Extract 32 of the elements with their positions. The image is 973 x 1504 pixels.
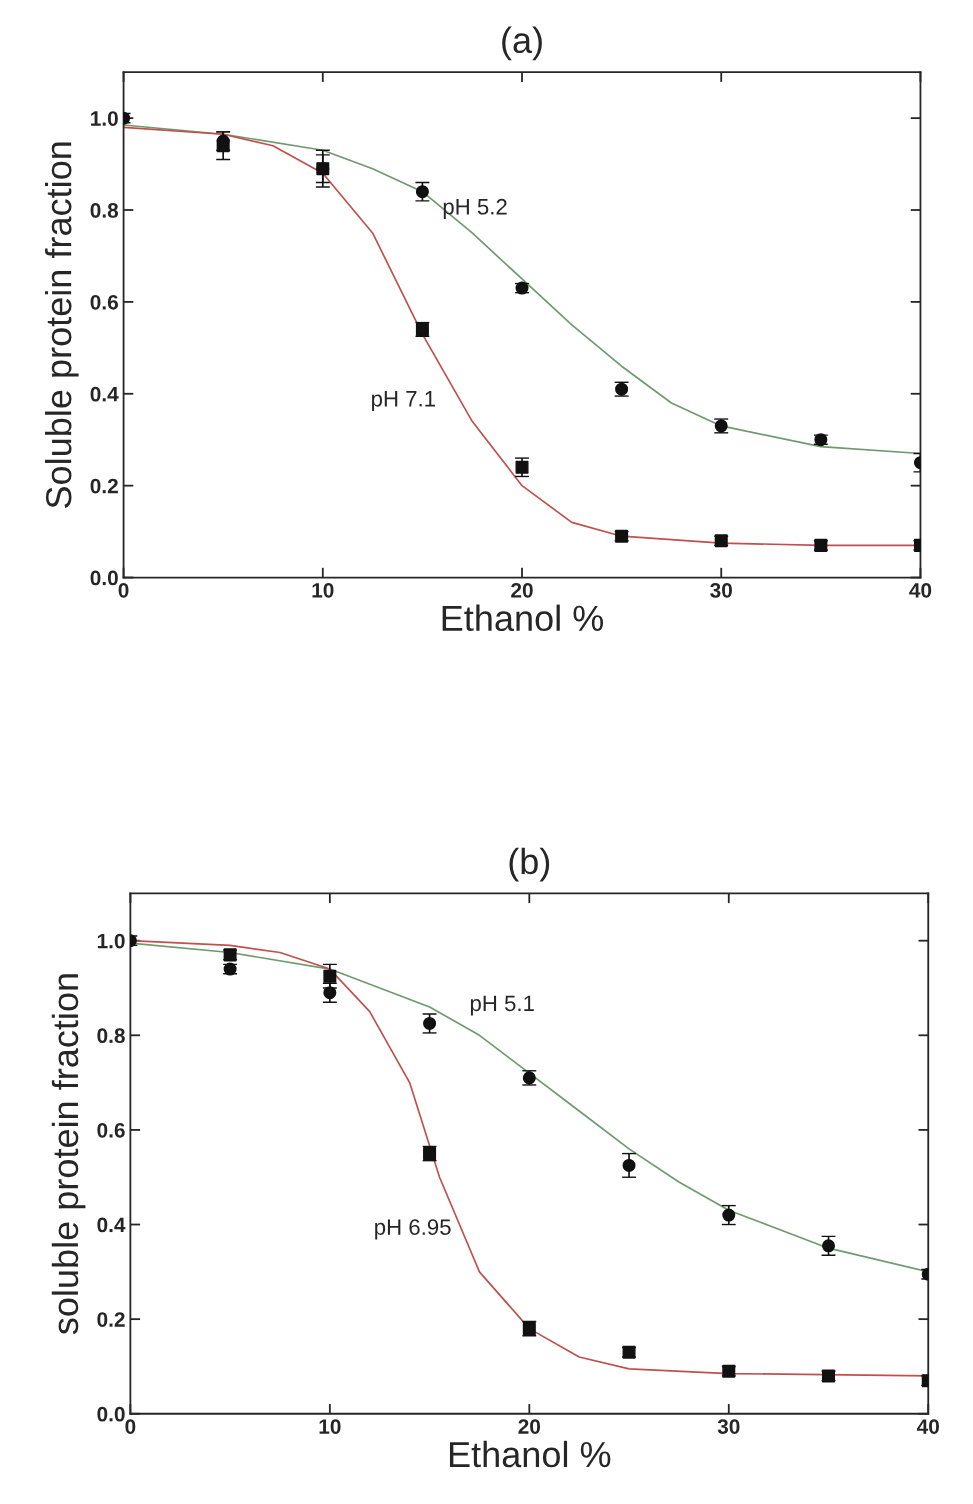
y-tick-label: 0.0 <box>90 570 118 586</box>
y-axis-title: soluble protein fraction <box>51 974 86 1335</box>
y-tick-label: 0.6 <box>90 294 118 310</box>
x-tick-label: 20 <box>518 1419 541 1434</box>
chart-title: (b) <box>509 847 550 882</box>
x-axis-title: Ethanol % <box>449 1440 611 1468</box>
x-tick-label: 0 <box>118 582 129 598</box>
x-tick-label: 10 <box>312 582 334 598</box>
annotation: pH 7.1 <box>372 391 435 412</box>
x-tick-label: 40 <box>909 582 932 598</box>
x-tick-label: 20 <box>511 582 533 598</box>
x-tick-label: 10 <box>319 1419 341 1434</box>
y-tick-label: 1.0 <box>97 933 125 949</box>
x-tick-label: 40 <box>916 1419 939 1434</box>
annotation: pH 6.95 <box>375 1219 451 1240</box>
y-tick-label: 0.4 <box>97 1217 126 1233</box>
chart-title: (a) <box>502 26 542 61</box>
y-tick-label: 1.0 <box>91 111 118 126</box>
y-tick-label: 0.6 <box>97 1122 125 1138</box>
annotation: pH 5.2 <box>443 198 507 219</box>
annotation: pH 5.1 <box>470 995 534 1016</box>
x-tick-label: 0 <box>125 1419 136 1434</box>
y-tick-label: 0.8 <box>97 1028 125 1044</box>
x-tick-label: 30 <box>717 1419 740 1434</box>
y-tick-label: 0.0 <box>97 1406 125 1422</box>
y-tick-label: 0.2 <box>90 478 118 494</box>
y-axis-title: Soluble protein fraction <box>44 142 79 508</box>
y-tick-label: 0.8 <box>90 203 119 218</box>
x-tick-label: 30 <box>710 582 732 598</box>
y-tick-label: 0.2 <box>97 1312 125 1327</box>
y-tick-label: 0.4 <box>90 386 119 402</box>
x-axis-title: Ethanol % <box>442 604 604 632</box>
